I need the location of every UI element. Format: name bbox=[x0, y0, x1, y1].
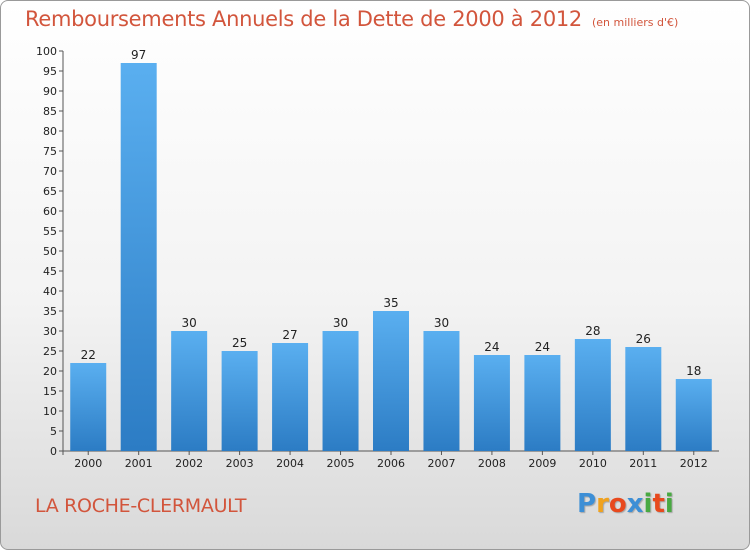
bar-value-label: 30 bbox=[333, 316, 348, 330]
y-tick-label: 30 bbox=[43, 325, 57, 338]
bar bbox=[120, 63, 157, 451]
y-tick-label: 40 bbox=[43, 285, 57, 298]
x-tick-label: 2008 bbox=[478, 457, 506, 470]
bar bbox=[221, 351, 258, 451]
x-tick-label: 2007 bbox=[427, 457, 455, 470]
bar-value-label: 35 bbox=[383, 296, 398, 310]
x-tick-label: 2006 bbox=[377, 457, 405, 470]
y-tick-label: 25 bbox=[43, 345, 57, 358]
y-tick-label: 90 bbox=[43, 85, 57, 98]
x-tick-label: 2000 bbox=[74, 457, 102, 470]
bar bbox=[524, 355, 561, 451]
logo-letter: o bbox=[608, 489, 627, 519]
chart-axes: 0 5 10 15 20 25 30 35 40 45 50 55 60 65 70 75 80 85 90 95 10… bbox=[36, 45, 719, 470]
logo-letter: x bbox=[626, 489, 644, 519]
y-tick-label: 70 bbox=[43, 165, 57, 178]
commune-name: LA ROCHE-CLERMAULT bbox=[35, 495, 247, 517]
bar-value-label: 97 bbox=[131, 48, 146, 62]
x-tick-label: 2009 bbox=[528, 457, 556, 470]
y-tick-label: 20 bbox=[43, 365, 57, 378]
bar bbox=[70, 363, 107, 451]
bar-value-label: 30 bbox=[182, 316, 197, 330]
y-tick-label: 95 bbox=[43, 65, 57, 78]
bar bbox=[675, 379, 712, 451]
x-tick-label: 2005 bbox=[327, 457, 355, 470]
bar-value-label: 30 bbox=[434, 316, 449, 330]
y-tick-label: 55 bbox=[43, 225, 57, 238]
proxiti-logo: Proxiti bbox=[577, 489, 674, 519]
bar-value-label: 28 bbox=[585, 324, 600, 338]
bar-value-label: 24 bbox=[484, 340, 499, 354]
x-tick-label: 2011 bbox=[629, 457, 657, 470]
bar bbox=[625, 347, 662, 451]
bar-value-label: 25 bbox=[232, 336, 247, 350]
bar-value-label: 18 bbox=[686, 364, 701, 378]
logo-letter: t bbox=[652, 489, 665, 519]
y-tick-label: 65 bbox=[43, 185, 57, 198]
logo-letter: r bbox=[596, 489, 609, 519]
y-tick-label: 45 bbox=[43, 265, 57, 278]
chart-bars: 22 97 30 25 27 30 35 30 24 24 28 26 18 bbox=[70, 48, 712, 451]
y-tick-label: 80 bbox=[43, 125, 57, 138]
bar-value-label: 26 bbox=[636, 332, 651, 346]
y-tick-label: 15 bbox=[43, 385, 57, 398]
y-tick-label: 50 bbox=[43, 245, 57, 258]
bar bbox=[473, 355, 510, 451]
bar bbox=[423, 331, 460, 451]
x-tick-label: 2001 bbox=[125, 457, 153, 470]
logo-letter: i bbox=[664, 489, 674, 519]
bar bbox=[322, 331, 359, 451]
x-tick-label: 2002 bbox=[175, 457, 203, 470]
y-tick-label: 75 bbox=[43, 145, 57, 158]
logo-letter: i bbox=[643, 489, 653, 519]
logo-letter: P bbox=[577, 489, 597, 519]
chart-unit: (en milliers d'€) bbox=[592, 16, 679, 29]
x-tick-label: 2012 bbox=[680, 457, 708, 470]
y-tick-label: 85 bbox=[43, 105, 57, 118]
bar bbox=[574, 339, 611, 451]
chart-title-text: Remboursements Annuels de la Dette de 20… bbox=[25, 7, 582, 31]
y-tick-label: 35 bbox=[43, 305, 57, 318]
bar bbox=[272, 343, 309, 451]
bar-value-label: 24 bbox=[535, 340, 550, 354]
y-tick-label: 100 bbox=[36, 45, 57, 58]
y-tick-label: 60 bbox=[43, 205, 57, 218]
bar bbox=[373, 311, 409, 451]
x-tick-label: 2010 bbox=[579, 457, 607, 470]
x-tick-label: 2004 bbox=[276, 457, 304, 470]
y-tick-label: 10 bbox=[43, 405, 57, 418]
chart-title: Remboursements Annuels de la Dette de 20… bbox=[25, 7, 678, 31]
y-tick-label: 5 bbox=[50, 425, 57, 438]
bar-value-label: 27 bbox=[282, 328, 297, 342]
bar bbox=[171, 331, 208, 451]
x-tick-label: 2003 bbox=[226, 457, 254, 470]
y-tick-label: 0 bbox=[50, 445, 57, 458]
bar-value-label: 22 bbox=[81, 348, 96, 362]
